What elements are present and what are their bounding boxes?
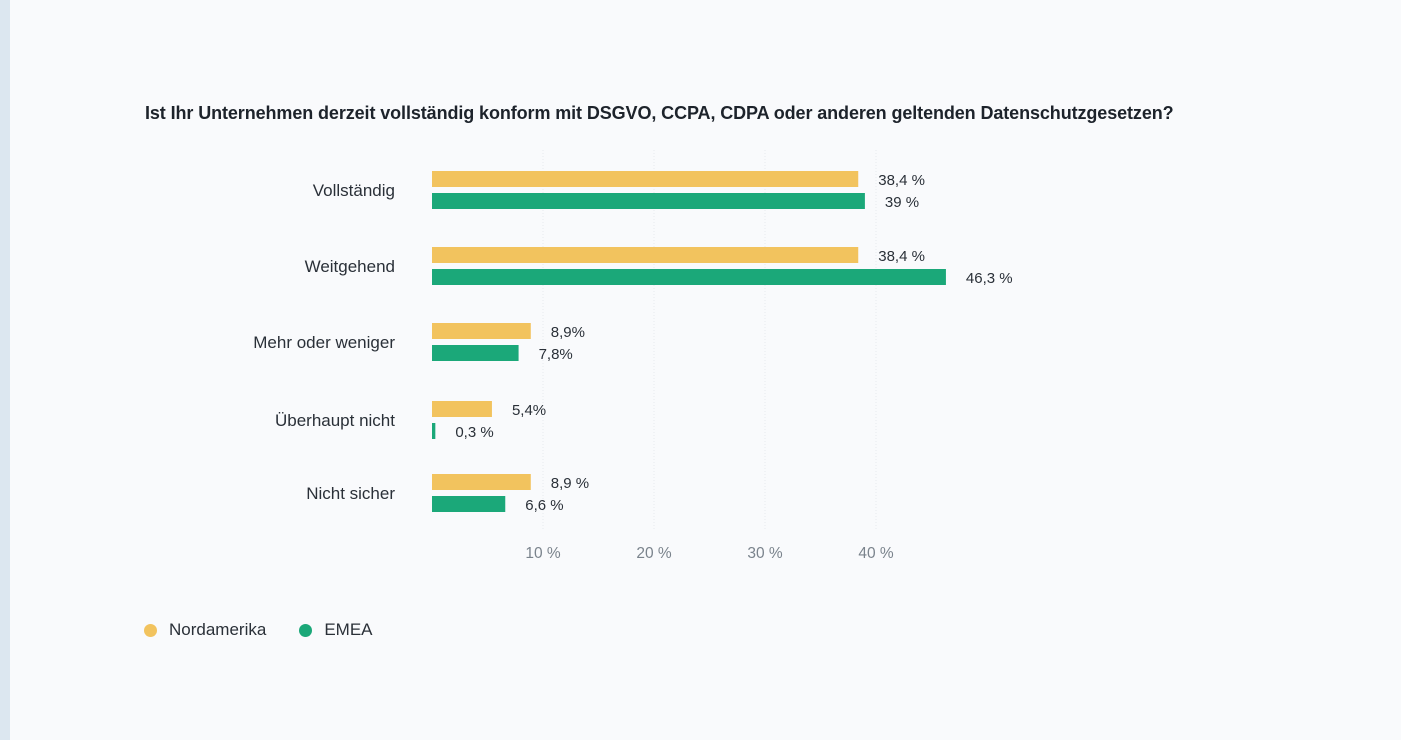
legend: Nordamerika EMEA — [144, 620, 406, 640]
legend-label-emea: EMEA — [324, 620, 373, 639]
bar-nordamerika — [432, 401, 492, 417]
bar-emea — [432, 193, 865, 209]
data-label: 38,4 % — [878, 248, 925, 265]
data-label: 46,3 % — [966, 270, 1013, 287]
category-label: Weitgehend — [305, 257, 395, 276]
legend-swatch-emea — [299, 623, 313, 637]
left-accent-bar — [0, 0, 10, 740]
x-tick-label: 30 % — [747, 545, 783, 562]
x-tick-label: 40 % — [858, 545, 894, 562]
data-label: 38,4 % — [878, 172, 925, 189]
bar-nordamerika — [432, 323, 531, 339]
category-label: Nicht sicher — [306, 484, 395, 503]
legend-item-nordamerika[interactable]: Nordamerika — [144, 620, 266, 640]
bar-nordamerika — [432, 171, 859, 187]
bar-nordamerika — [432, 474, 531, 490]
bar-emea — [432, 496, 506, 512]
category-label: Vollständig — [313, 181, 395, 200]
category-label: Überhaupt nicht — [275, 411, 395, 430]
data-label: 39 % — [885, 194, 919, 211]
data-label: 5,4% — [512, 402, 546, 419]
x-tick-label: 20 % — [636, 545, 672, 562]
bar-emea — [432, 345, 519, 361]
category-label: Mehr oder weniger — [253, 333, 395, 352]
data-label: 6,6 % — [525, 497, 563, 514]
bar-nordamerika — [432, 247, 859, 263]
legend-item-emea[interactable]: EMEA — [299, 620, 373, 640]
data-label: 8,9% — [551, 324, 585, 341]
data-label: 0,3 % — [455, 424, 493, 441]
bar-emea — [432, 423, 436, 439]
legend-label-nordamerika: Nordamerika — [169, 620, 267, 639]
bar-emea — [432, 269, 946, 285]
data-label: 7,8% — [539, 346, 573, 363]
legend-swatch-nordamerika — [144, 623, 157, 637]
chart-title: Ist Ihr Unternehmen derzeit vollständig … — [145, 103, 1174, 123]
x-tick-label: 10 % — [525, 545, 561, 562]
data-label: 8,9 % — [551, 475, 589, 492]
